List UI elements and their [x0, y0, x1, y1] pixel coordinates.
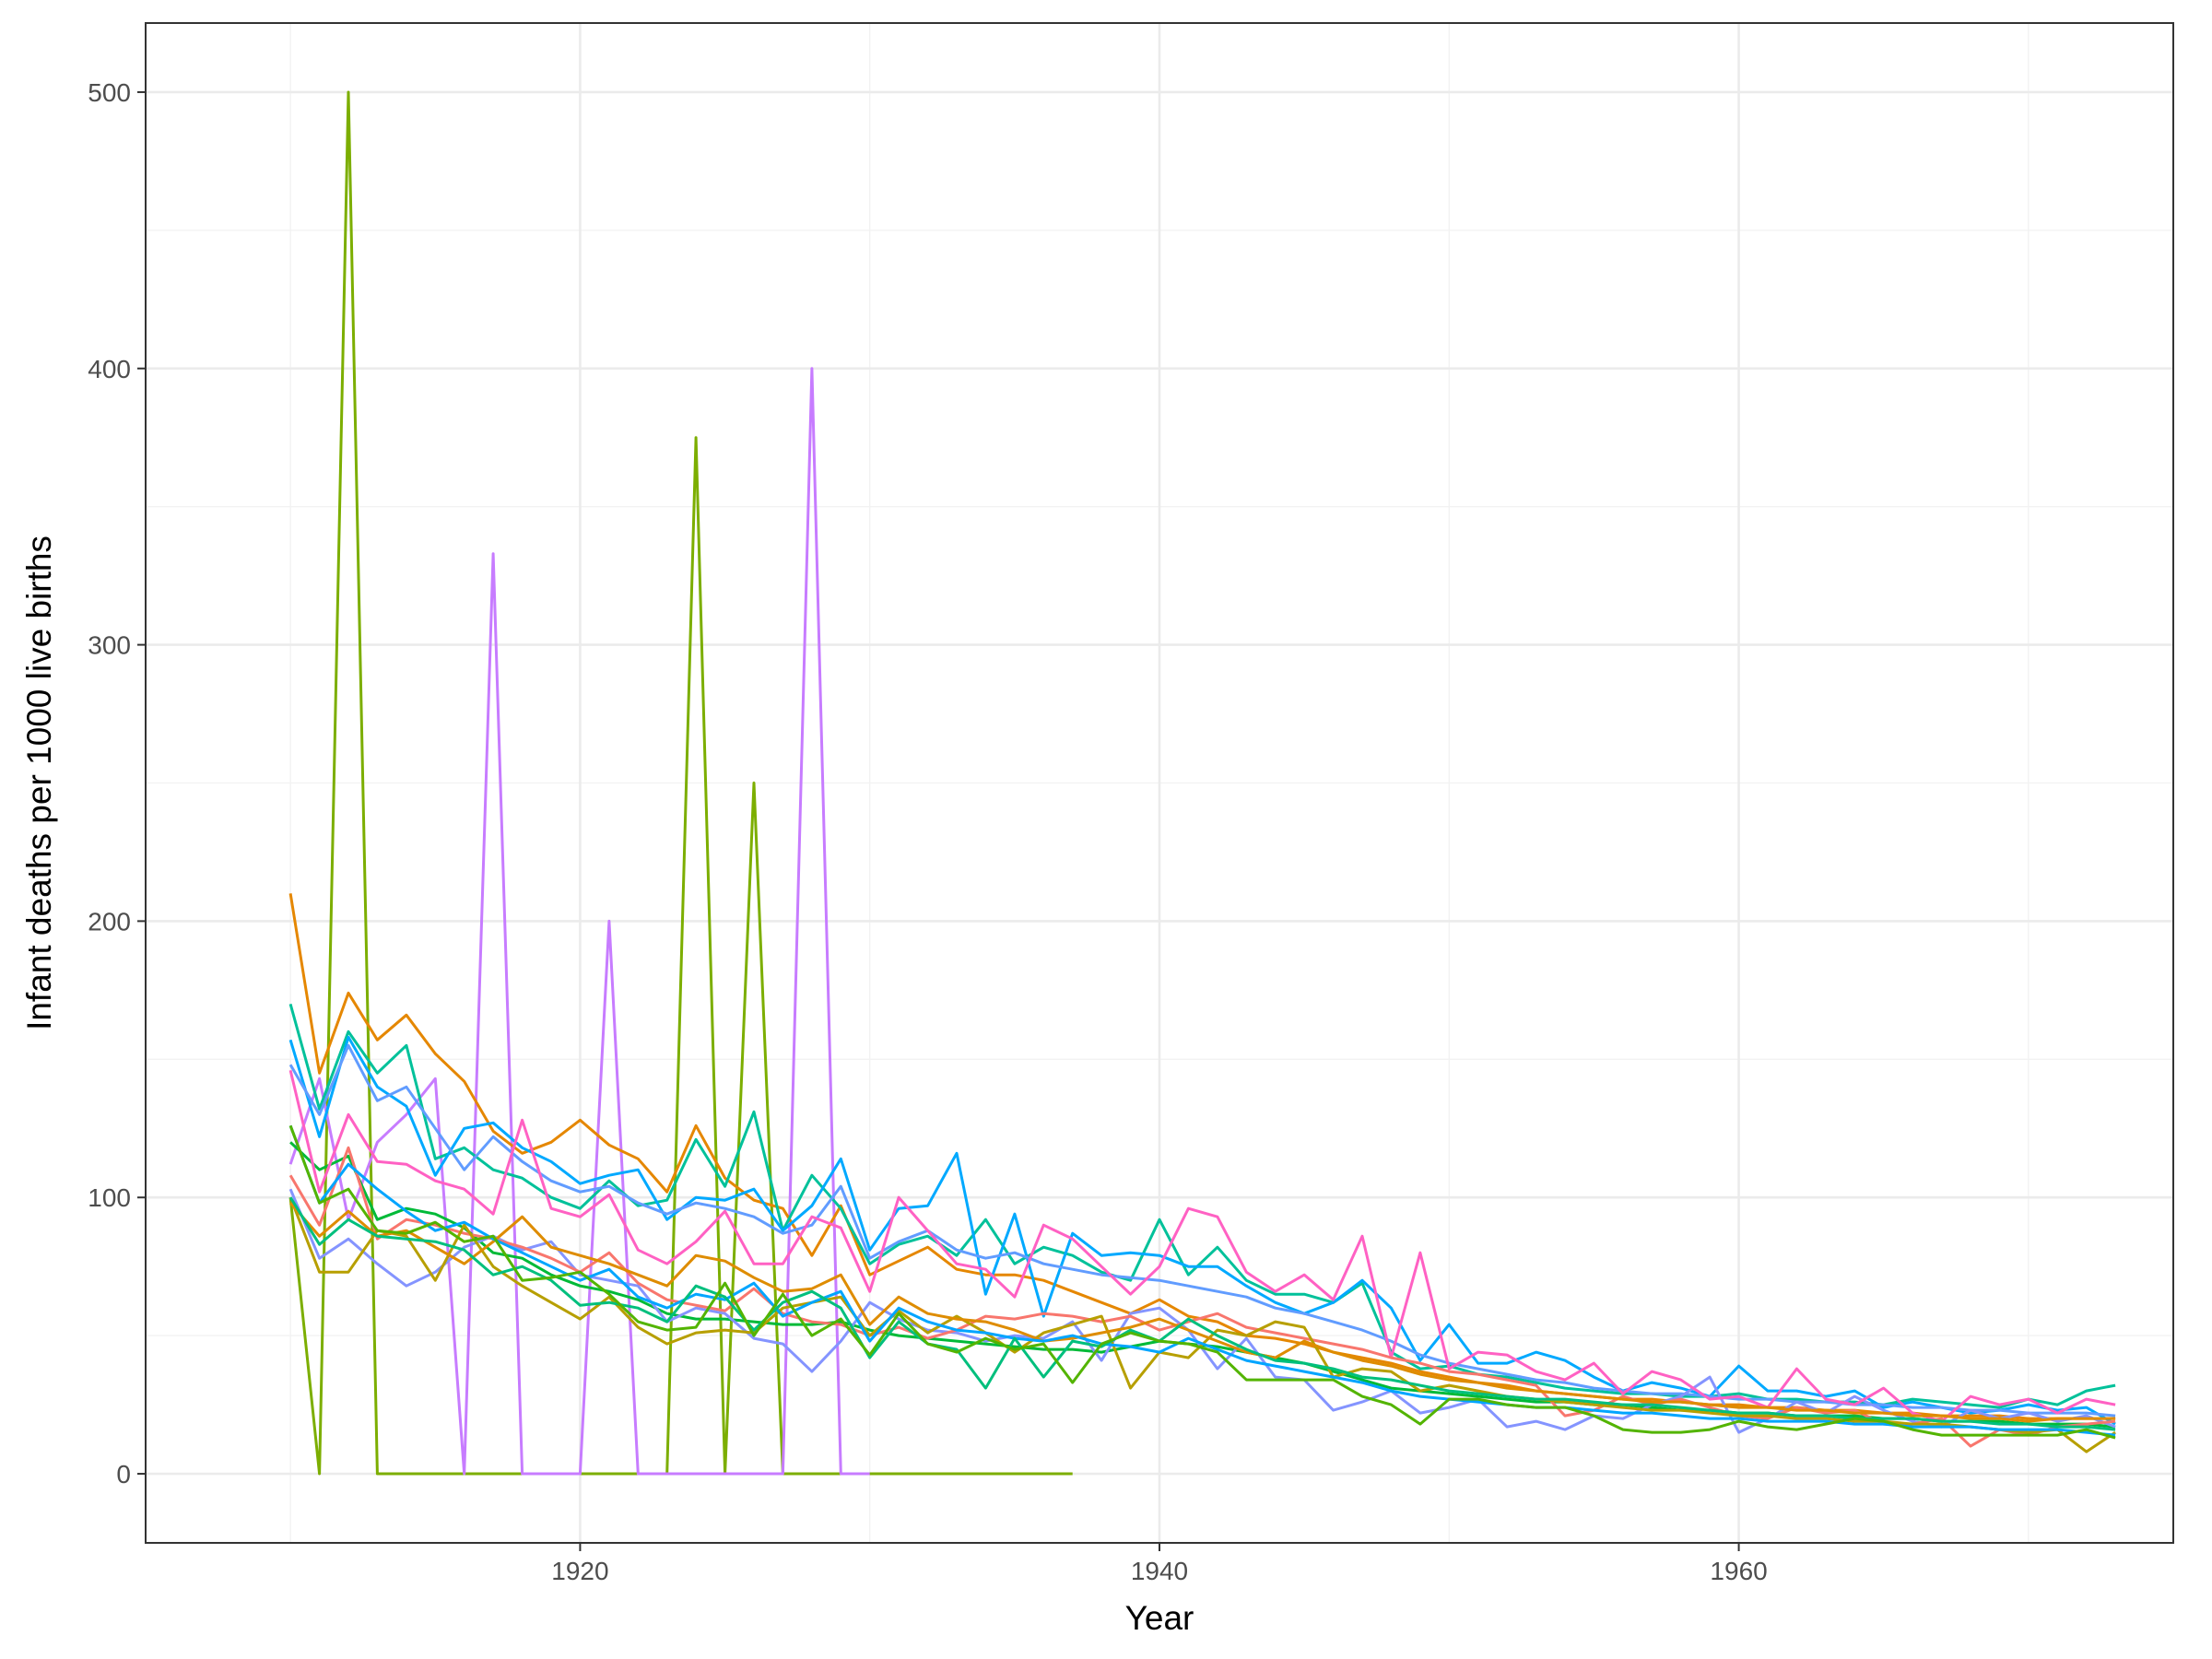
major-gridlines [146, 23, 2173, 1543]
series-line-12 [288, 1202, 2116, 1423]
series-line-2 [288, 367, 870, 1476]
x-tick-label: 1960 [1710, 1557, 1767, 1585]
series-line-9 [288, 1069, 2116, 1423]
series-line-13 [288, 1124, 2116, 1437]
x-tick-label: 1940 [1131, 1557, 1188, 1585]
y-tick-label: 500 [88, 78, 131, 107]
y-tick-label: 200 [88, 907, 131, 935]
y-tick-label: 400 [88, 355, 131, 383]
x-tick-label: 1920 [551, 1557, 608, 1585]
series-line-14 [288, 1196, 2116, 1431]
series-lines [288, 90, 2116, 1476]
y-axis-title: Infant deaths per 1000 live births [20, 535, 58, 1030]
x-axis-title: Year [1125, 1599, 1194, 1637]
y-axis: 0 100 200 300 400 500 [88, 78, 146, 1488]
series-line-1 [288, 90, 1073, 1476]
y-tick-label: 0 [116, 1460, 131, 1488]
series-line-15 [288, 1124, 2116, 1440]
x-axis: 1920 1940 1960 [551, 1543, 1768, 1585]
series-line-6 [288, 1035, 2116, 1426]
series-line-7 [288, 1043, 2116, 1418]
y-tick-label: 300 [88, 631, 131, 660]
y-tick-label: 100 [88, 1183, 131, 1212]
